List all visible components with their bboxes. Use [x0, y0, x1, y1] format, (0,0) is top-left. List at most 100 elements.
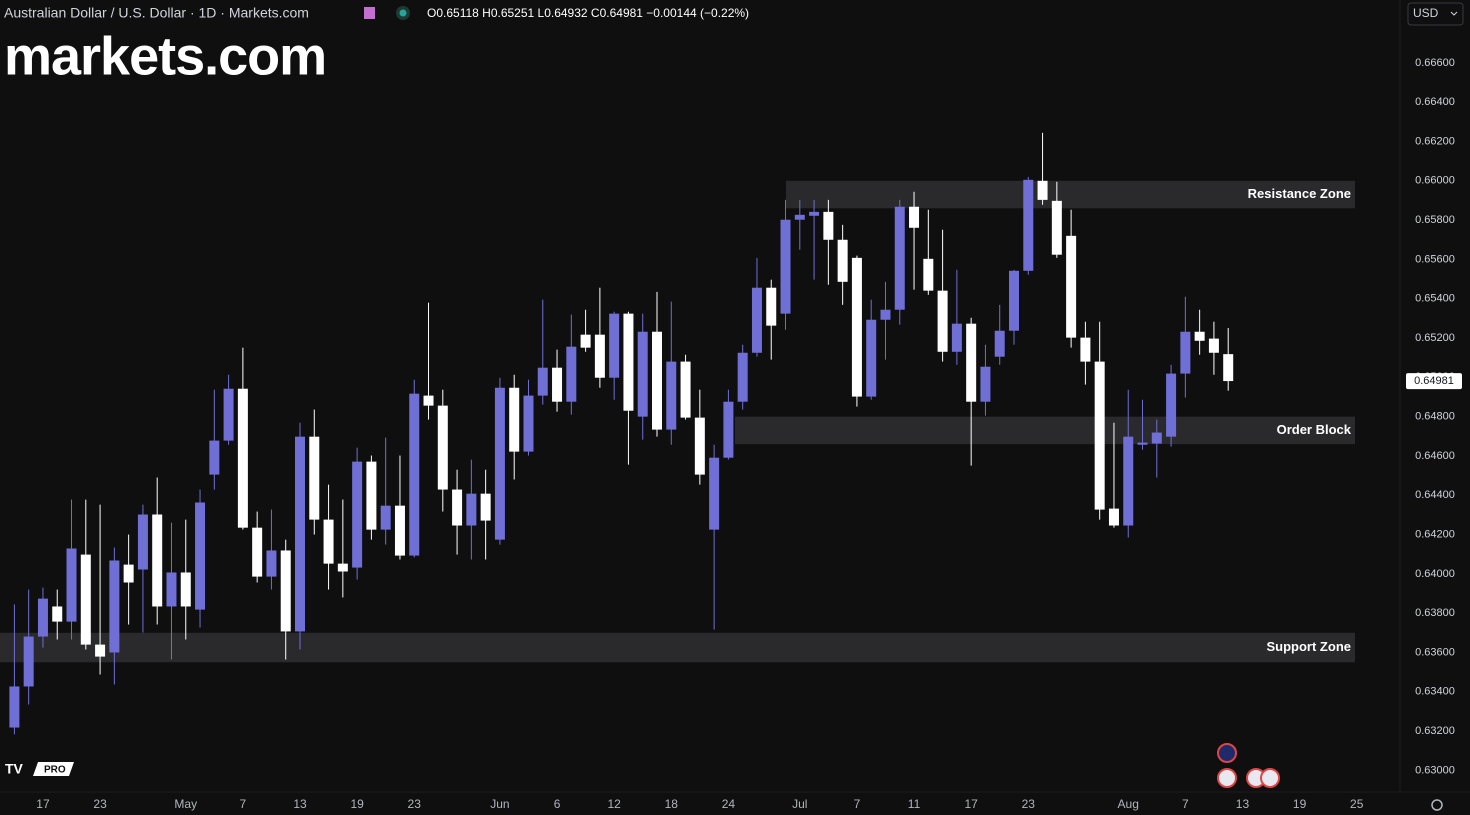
candle-body	[851, 257, 862, 397]
pro-badge-bg	[33, 762, 74, 776]
candle-body	[309, 436, 320, 520]
candle-body	[52, 606, 63, 622]
candle-body	[694, 417, 705, 475]
candle-body	[223, 388, 234, 441]
x-tick-label: 25	[1350, 797, 1364, 811]
candle-body	[209, 440, 220, 475]
y-tick-label: 0.64400	[1415, 489, 1455, 501]
candle-body	[923, 258, 934, 291]
candle-body	[866, 319, 877, 397]
candle-body	[152, 514, 163, 607]
x-tick-label: Jun	[490, 797, 509, 811]
candle-body	[1151, 432, 1162, 444]
logo: markets.com	[4, 26, 326, 86]
candle-body	[652, 331, 662, 430]
candle-body	[966, 323, 977, 402]
y-tick-label: 0.65600	[1415, 253, 1455, 265]
x-tick-label: 17	[964, 797, 978, 811]
status-dot	[399, 9, 407, 17]
event-flag-us[interactable]	[1217, 768, 1237, 788]
tv-logo: TV	[5, 761, 24, 777]
candle-body	[1223, 354, 1234, 382]
y-tick-label: 0.63200	[1415, 725, 1455, 737]
candle-body	[95, 644, 106, 657]
candle-body	[9, 686, 20, 728]
x-tick-label: 7	[240, 797, 247, 811]
candle-body	[1137, 442, 1148, 445]
x-tick-label: 7	[854, 797, 861, 811]
candle-body	[295, 436, 305, 632]
candle-body	[751, 287, 762, 353]
candle-body	[494, 387, 505, 540]
x-tick-label: 17	[36, 797, 50, 811]
candle-body	[1108, 508, 1119, 526]
candle-body	[137, 514, 148, 570]
event-flag-au[interactable]	[1217, 743, 1237, 763]
candle-body	[423, 395, 434, 406]
candle-body	[537, 367, 548, 396]
candle-body	[766, 287, 777, 326]
candle-body	[409, 393, 420, 556]
candle-body	[80, 554, 91, 645]
x-tick-label: 19	[1293, 797, 1307, 811]
candle-body	[580, 334, 591, 348]
candle-body	[437, 405, 448, 490]
candle-body	[780, 219, 791, 314]
candle-body	[1094, 361, 1105, 510]
candle-body	[951, 323, 962, 352]
candle-body	[380, 505, 391, 530]
candle-body	[566, 346, 577, 402]
x-tick-label: 12	[607, 797, 621, 811]
currency-select[interactable]	[1407, 2, 1464, 26]
x-tick-label: 13	[1236, 797, 1250, 811]
candle-body	[37, 598, 48, 637]
x-tick-label: 23	[1022, 797, 1036, 811]
ohlc-legend: O0.65118 H0.65251 L0.64932 C0.64981 −0.0…	[427, 6, 749, 20]
candle-body	[1051, 200, 1062, 255]
y-tick-label: 0.65800	[1415, 214, 1455, 226]
candle-body	[366, 461, 377, 530]
candle-body	[680, 361, 691, 418]
event-flag-us[interactable]	[1260, 768, 1280, 788]
candle-body	[480, 493, 491, 521]
candle-body	[909, 206, 920, 228]
candle-body	[1166, 373, 1177, 437]
candle-body	[237, 388, 248, 528]
y-tick-label: 0.63400	[1415, 686, 1455, 698]
y-tick-label: 0.66600	[1415, 57, 1455, 69]
candle-body	[1066, 235, 1077, 338]
settings-icon[interactable]	[1431, 799, 1443, 811]
candles	[9, 132, 1234, 735]
candle-body	[280, 550, 291, 632]
candle-body	[109, 560, 120, 653]
candle-body	[737, 352, 748, 402]
candle-body	[637, 331, 648, 417]
candle-body	[1180, 331, 1191, 374]
candle-body	[994, 330, 1005, 357]
last-price-label: 0.64981	[1414, 375, 1454, 387]
candle-body	[723, 401, 734, 458]
x-tick-label: Jul	[792, 797, 807, 811]
candle-body	[323, 519, 334, 564]
y-tick-label: 0.63600	[1415, 646, 1455, 658]
y-tick-label: 0.65200	[1415, 332, 1455, 344]
y-tick-label: 0.64200	[1415, 528, 1455, 540]
candle-body	[166, 572, 177, 607]
x-tick-label: 19	[350, 797, 364, 811]
currency-label: USD	[1413, 6, 1439, 20]
candle-body	[352, 461, 363, 568]
x-tick-label: 23	[93, 797, 107, 811]
candle-body	[1023, 179, 1034, 271]
candle-body	[252, 527, 263, 577]
candle-body	[23, 636, 34, 687]
candle-body	[466, 493, 477, 526]
y-tick-label: 0.66400	[1415, 96, 1455, 108]
candle-body	[180, 572, 191, 607]
zone	[786, 180, 1355, 209]
zones: Resistance Zone Order Block Support Zone	[0, 180, 1355, 663]
x-tick-label: Aug	[1118, 797, 1139, 811]
candle-body	[837, 239, 848, 282]
candle-body	[794, 214, 805, 220]
